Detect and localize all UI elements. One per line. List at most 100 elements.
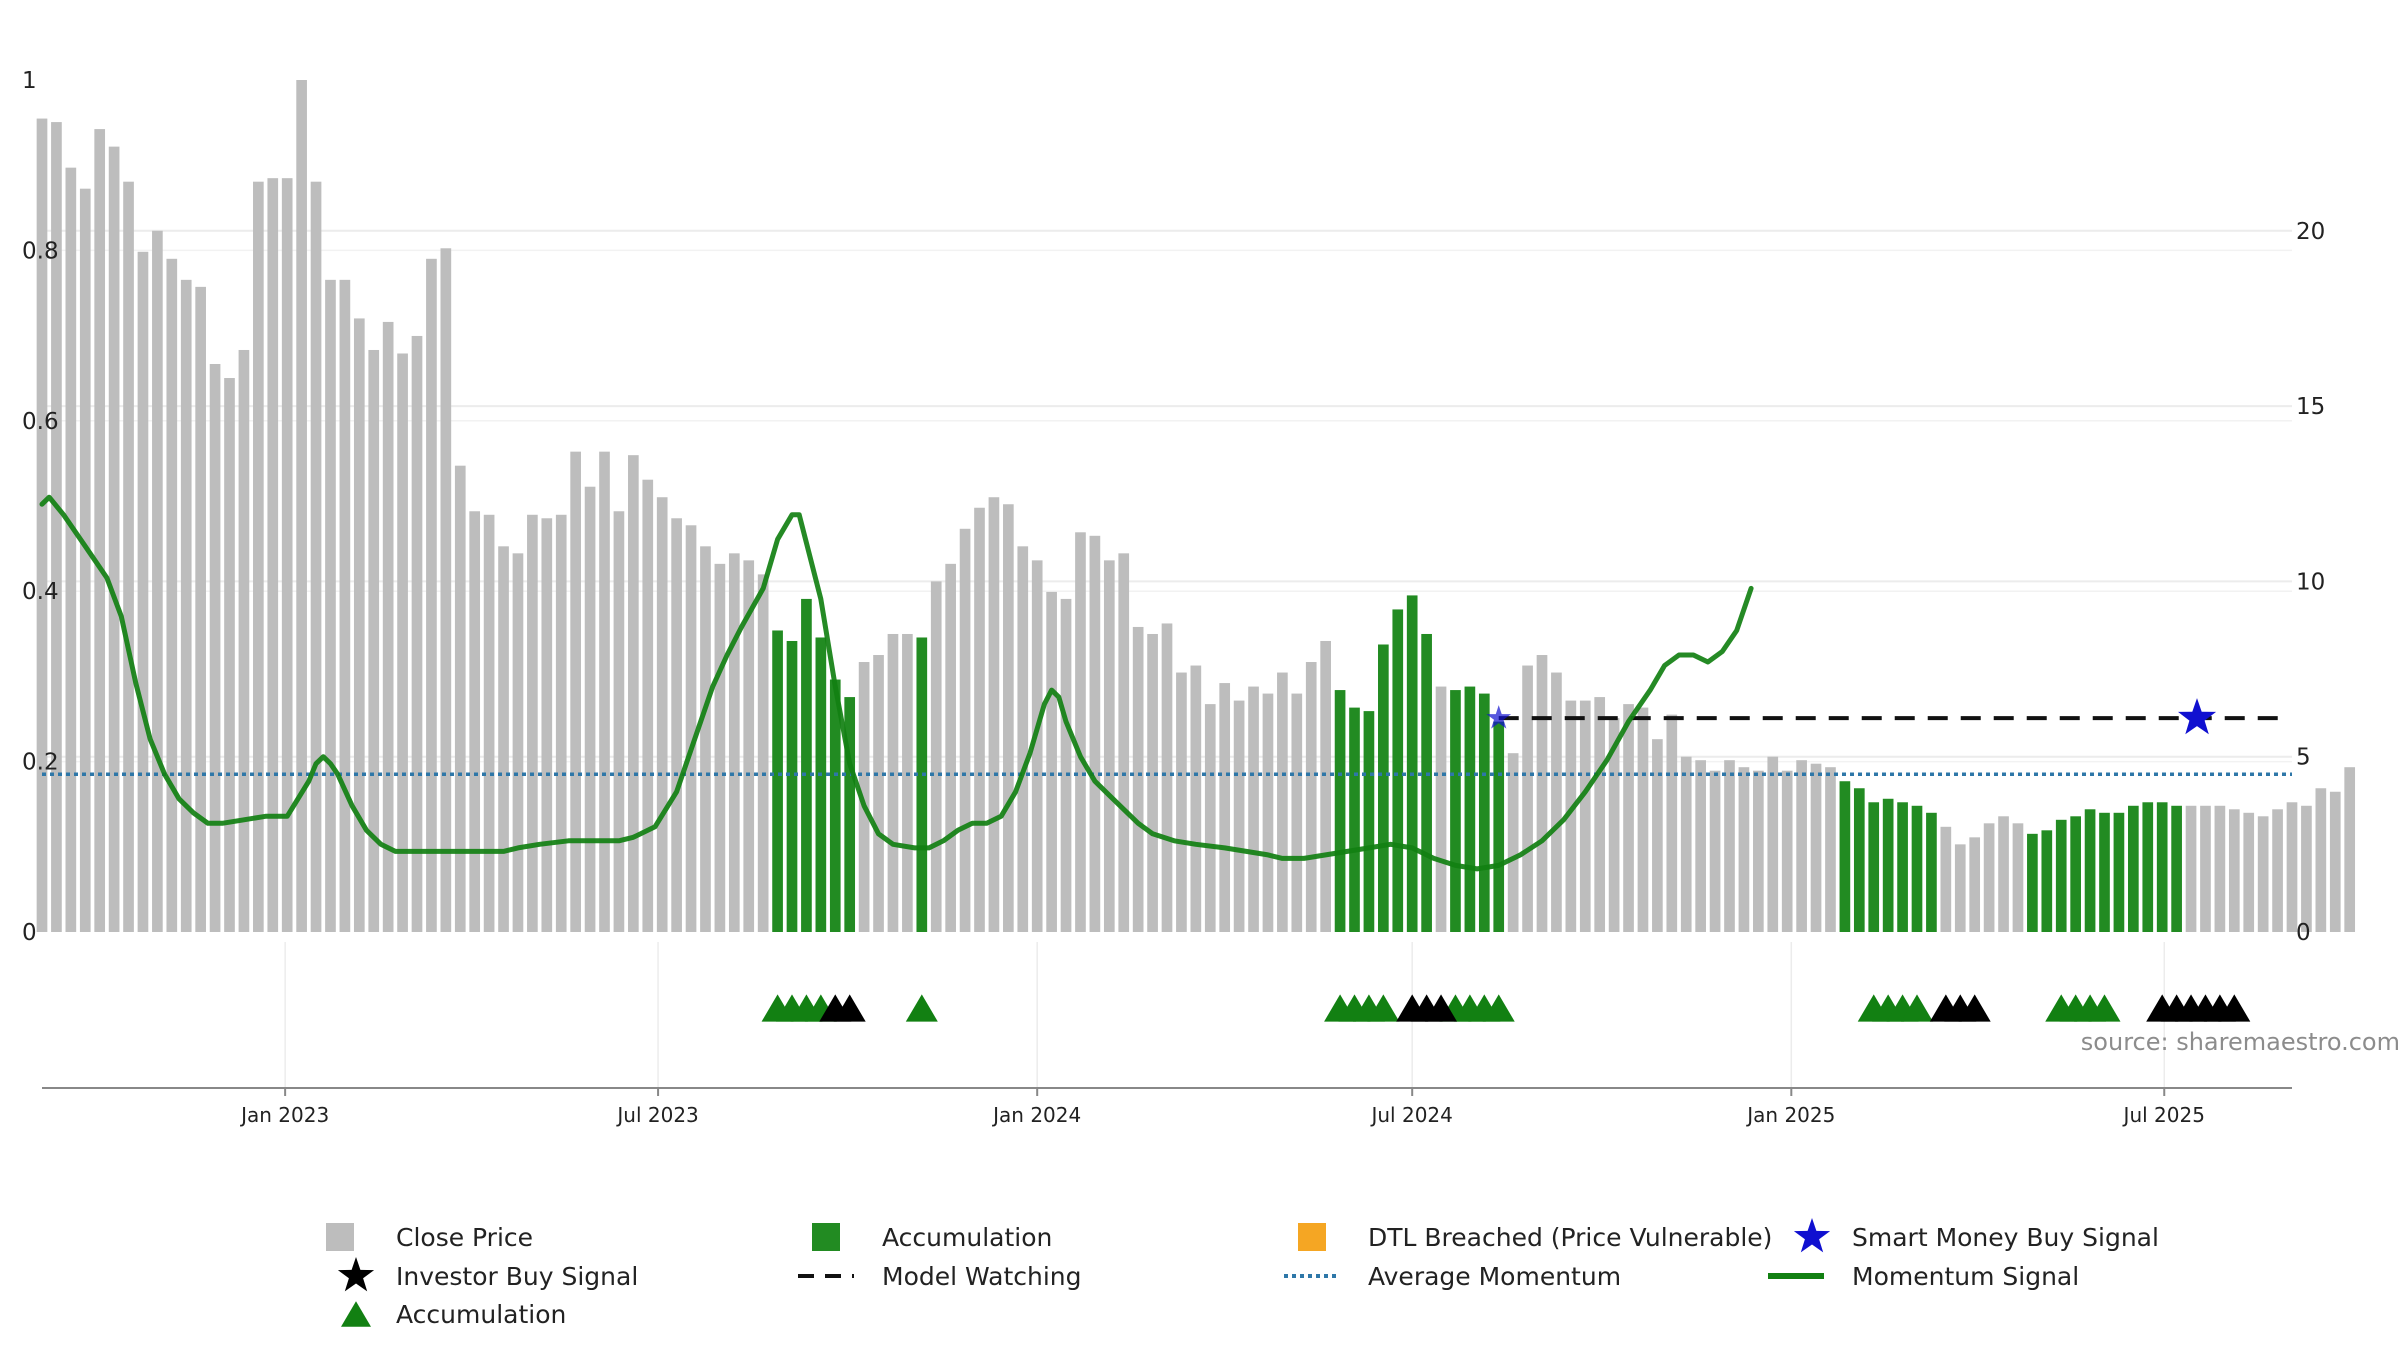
close-price-bar	[1522, 665, 1533, 932]
close-price-bar	[613, 511, 625, 932]
close-price-bar	[1291, 693, 1303, 932]
accumulation-bar	[1392, 609, 1404, 932]
close-price-bar	[498, 546, 509, 932]
accumulation-triangle	[1367, 994, 1400, 1022]
right-tick-label: 10	[2296, 569, 2325, 595]
close-price-bar	[1161, 623, 1173, 932]
accumulation-bar	[1421, 633, 1432, 932]
legend-label: Close Price	[396, 1223, 533, 1252]
right-tick-label: 15	[2296, 394, 2325, 420]
close-price-bar	[527, 514, 538, 932]
investor-buy-signal	[1425, 994, 1458, 1022]
legend-item: Accumulation	[341, 1300, 566, 1329]
accumulation-bar	[786, 640, 798, 932]
close-price-bar	[1753, 770, 1764, 932]
close-price-bar	[1810, 763, 1822, 932]
close-price-bar	[1796, 760, 1807, 932]
close-price-bar	[339, 279, 351, 933]
left-tick-label: 0	[22, 920, 37, 946]
close-price-bar	[137, 251, 149, 932]
legend-label: Smart Money Buy Signal	[1852, 1223, 2159, 1252]
close-price-bar	[1147, 633, 1158, 932]
close-price-bar	[743, 560, 755, 932]
x-tick-label: Jan 2023	[239, 1103, 329, 1127]
close-price-bar	[397, 353, 408, 933]
accumulation-bar	[1464, 686, 1476, 932]
close-price-bar	[555, 514, 567, 932]
left-tick-label: 1	[22, 68, 37, 94]
accumulation-bar	[844, 697, 856, 932]
close-price-bar	[1176, 672, 1187, 932]
accumulation-bar	[1926, 812, 1937, 932]
close-price-bar	[368, 349, 380, 932]
close-price-bar	[2329, 791, 2341, 932]
legend-triangle-icon	[341, 1301, 371, 1327]
x-tick-label: Jul 2024	[1369, 1103, 1452, 1127]
investor-buy-signal	[1958, 994, 1991, 1022]
close-price-bar	[1248, 686, 1259, 932]
close-price-bar	[1608, 718, 1620, 932]
close-price-bar	[166, 258, 178, 932]
close-price-bar	[195, 286, 206, 932]
accumulation-bar	[1406, 595, 1418, 932]
accumulation-bar	[2113, 812, 2125, 932]
close-price-bar	[671, 518, 682, 932]
smart-money-buy-signal	[2178, 698, 2217, 735]
close-price-bar	[1767, 756, 1779, 932]
close-price-bar	[1536, 655, 1548, 932]
accumulation-bar	[2156, 802, 2168, 932]
close-price-bar	[599, 451, 610, 932]
accumulation-bar	[2171, 805, 2182, 932]
accumulation-bar	[1349, 707, 1360, 932]
close-price-bar	[36, 118, 48, 933]
accumulation-bar	[2084, 809, 2096, 932]
close-price-bar	[94, 129, 106, 932]
accumulation-bar	[772, 630, 783, 932]
accumulation-bar	[1493, 721, 1505, 932]
accumulation-bar	[2041, 830, 2053, 932]
close-price-bar	[1825, 767, 1836, 932]
close-price-bar	[1940, 826, 1952, 932]
legend-star-icon	[1793, 1218, 1831, 1253]
x-tick-label: Jan 2024	[991, 1103, 1081, 1127]
accumulation-bar	[1839, 781, 1851, 932]
accumulation-triangle	[905, 994, 938, 1022]
close-price-bar	[1046, 591, 1057, 932]
close-price-bar	[1551, 672, 1562, 932]
close-price-bar	[1132, 626, 1144, 932]
close-price-bar	[1031, 560, 1043, 932]
legend-item: Average Momentum	[1284, 1262, 1621, 1291]
close-price-bar	[454, 465, 466, 932]
accumulation-triangle	[2088, 994, 2121, 1022]
left-tick-label: 0.2	[22, 750, 59, 776]
close-price-bar	[570, 451, 581, 932]
right-tick-label: 5	[2296, 745, 2311, 771]
close-price-bar	[1190, 665, 1202, 932]
close-price-bar	[411, 335, 423, 932]
close-price-bar	[714, 563, 726, 932]
close-price-bar	[281, 178, 293, 932]
close-price-bar	[1637, 707, 1649, 932]
legend-swatch	[812, 1223, 840, 1251]
close-price-bar	[656, 497, 668, 932]
close-price-bar	[483, 514, 495, 932]
accumulation-bar	[1897, 802, 1908, 932]
legend-item: Smart Money Buy Signal	[1793, 1218, 2159, 1253]
legend-label: Model Watching	[882, 1262, 1082, 1291]
close-price-bar	[152, 230, 163, 932]
x-tick-label: Jan 2025	[1745, 1103, 1835, 1127]
accumulation-bar	[1911, 805, 1923, 932]
close-price-bar	[180, 279, 192, 933]
close-price-bar	[541, 518, 553, 932]
close-price-bar	[1695, 760, 1706, 932]
left-tick-label: 0.6	[22, 409, 59, 435]
close-price-bar	[267, 178, 279, 932]
close-price-bar	[2243, 812, 2255, 932]
close-price-bar	[858, 662, 870, 932]
close-price-bar	[440, 248, 452, 933]
close-price-bar	[123, 181, 134, 932]
close-price-bars	[36, 80, 2356, 933]
legend-label: DTL Breached (Price Vulnerable)	[1368, 1223, 1772, 1252]
